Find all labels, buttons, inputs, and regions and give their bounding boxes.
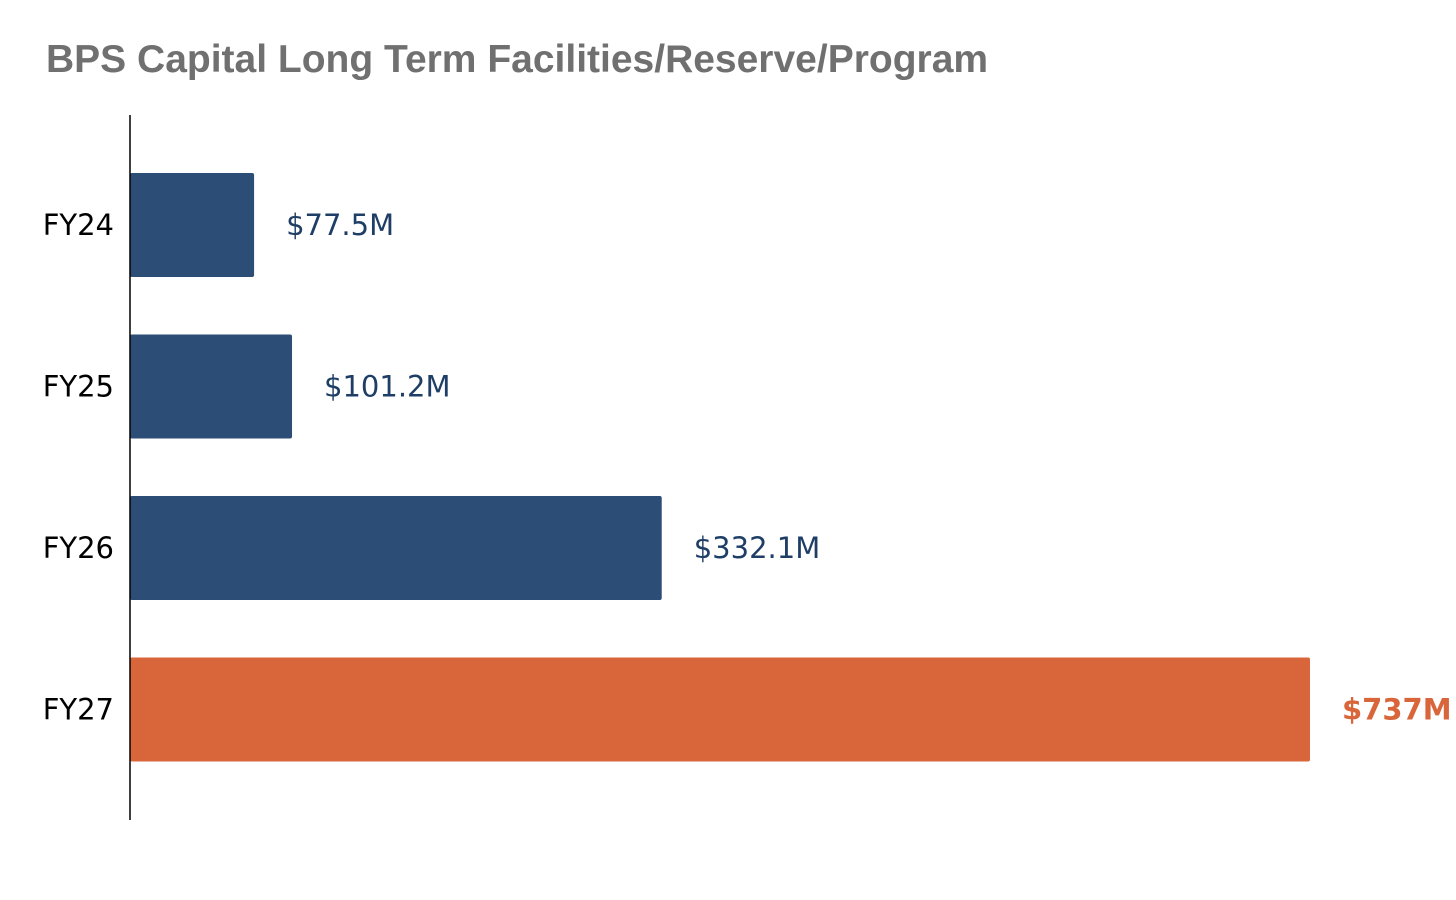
data-label-fy26: $332.1M (694, 531, 821, 565)
tick-label-fy25: FY25 (43, 370, 114, 404)
tick-label-fy26: FY26 (43, 531, 114, 565)
data-label-fy25: $101.2M (324, 370, 451, 404)
bar-fy26 (130, 496, 662, 600)
data-label-fy27: $737M (1342, 693, 1452, 727)
bar-fy27 (130, 657, 1310, 762)
bar-fy25 (130, 334, 293, 439)
chart-title: BPS Capital Long Term Facilities/Reserve… (46, 38, 989, 81)
tick-label-fy24: FY24 (43, 208, 114, 242)
data-label-fy24: $77.5M (286, 208, 394, 242)
tick-label-fy27: FY27 (43, 693, 114, 727)
bar-fy24 (130, 173, 255, 277)
